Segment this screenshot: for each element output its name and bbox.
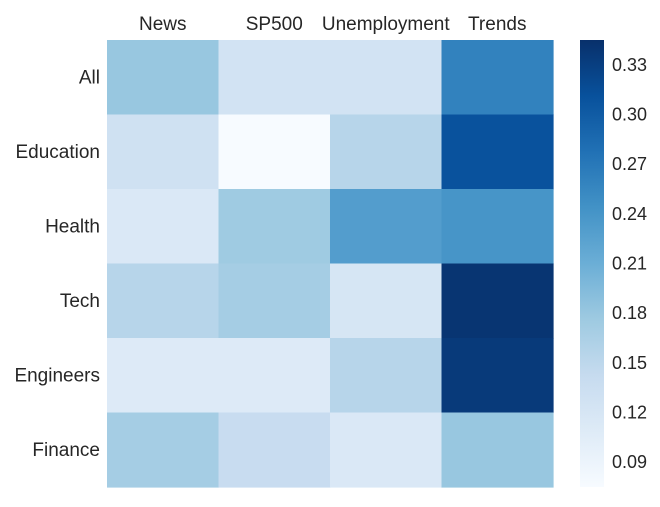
heatmap-cell-tech-unemployment	[330, 263, 443, 339]
row-label: Finance	[32, 440, 100, 461]
heatmap-cell-health-sp500	[218, 189, 331, 265]
colorbar-tick-label: 0.27	[612, 154, 647, 174]
colorbar-tick-label: 0.12	[612, 403, 647, 423]
colorbar-tick-label: 0.33	[612, 55, 647, 75]
colorbar-tick-label: 0.09	[612, 452, 647, 472]
heatmap-cell-tech-sp500	[218, 263, 331, 339]
heatmap-cell-engineers-unemployment	[330, 338, 443, 414]
row-labels: All Education Health Tech Engineers Finance	[14, 67, 100, 461]
heatmap-cell-education-news	[107, 114, 220, 190]
heatmap-cell-education-trends	[441, 114, 554, 190]
row-label: Health	[45, 216, 100, 237]
heatmap-cell-health-trends	[441, 189, 554, 265]
colorbar-gradient	[580, 40, 604, 487]
heatmap-cell-all-sp500	[218, 40, 331, 116]
heatmap-cell-tech-news	[107, 263, 220, 339]
column-label: Unemployment	[322, 14, 450, 35]
column-labels: News SP500 Unemployment Trends	[139, 14, 526, 35]
heatmap-cell-health-news	[107, 189, 220, 265]
colorbar-tick-label: 0.30	[612, 105, 647, 125]
colorbar-tick-label: 0.24	[612, 204, 647, 224]
heatmap-cell-education-unemployment	[330, 114, 443, 190]
colorbar-tick-label: 0.18	[612, 303, 647, 323]
row-label: Education	[15, 142, 100, 163]
row-label: Tech	[60, 291, 100, 312]
heatmap-cell-all-unemployment	[330, 40, 443, 116]
colorbar-tick-label: 0.21	[612, 254, 647, 274]
column-label: News	[139, 14, 187, 35]
heatmap-cell-all-trends	[441, 40, 554, 116]
heatmap-cell-finance-news	[107, 412, 220, 488]
colorbar	[580, 40, 604, 487]
column-label: Trends	[468, 14, 526, 35]
column-label: SP500	[246, 14, 303, 35]
heatmap-cell-engineers-news	[107, 338, 220, 414]
heatmap-cell-all-news	[107, 40, 220, 116]
row-label: Engineers	[14, 365, 100, 386]
colorbar-tick-labels: 0.09 0.12 0.15 0.18 0.21 0.24 0.27 0.30 0.33	[612, 55, 647, 472]
heatmap-cell-finance-unemployment	[330, 412, 443, 488]
heatmap-cell-tech-trends	[441, 263, 554, 339]
heatmap-cells	[107, 40, 554, 488]
heatmap-cell-education-sp500	[218, 114, 331, 190]
colorbar-tick-label: 0.15	[612, 353, 647, 373]
row-label: All	[79, 67, 100, 88]
heatmap-cell-engineers-trends	[441, 338, 554, 414]
heatmap-cell-health-unemployment	[330, 189, 443, 265]
heatmap-cell-finance-sp500	[218, 412, 331, 488]
heatmap-cell-finance-trends	[441, 412, 554, 488]
heatmap-cell-engineers-sp500	[218, 338, 331, 414]
